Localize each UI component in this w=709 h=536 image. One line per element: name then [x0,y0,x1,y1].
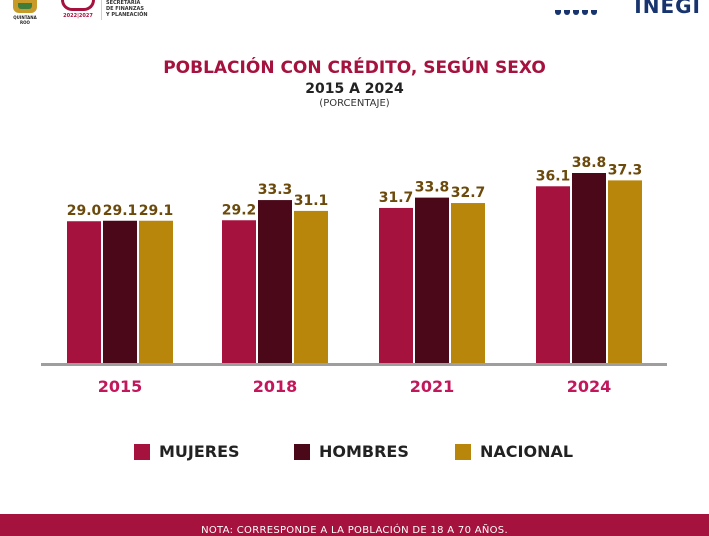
quintana-roo-logo: QUINTANA ROO [10,0,40,25]
bar-hombres-2021 [415,197,449,364]
bar-mujeres-2024 [536,186,570,364]
chart-subtitle: 2015 A 2024 [305,81,404,97]
bar-nacional-2018 [294,210,328,364]
bar-nacional-2021 [451,203,485,364]
category-label-2021: 2021 [410,377,455,396]
inegi-dots-icon [555,0,605,15]
value-label-hombres-2024: 38.8 [572,155,607,171]
legend-swatch-hombres [294,444,310,460]
category-label-2018: 2018 [253,377,298,396]
value-label-mujeres-2015: 29.0 [67,203,102,219]
legend-swatch-mujeres [134,444,150,460]
category-label-2015: 2015 [98,377,143,396]
bar-mujeres-2021 [379,207,413,364]
sefiplan-years: 2022|2027 [63,13,93,19]
footer-band: NOTA: CORRESPONDE A LA POBLACIÓN DE 18 A… [0,514,709,536]
value-label-mujeres-2024: 36.1 [536,168,571,184]
sefiplan-logo: 2022|2027 [55,0,101,22]
value-label-hombres-2018: 33.3 [258,182,293,198]
value-label-nacional-2024: 37.3 [608,162,643,178]
header: QUINTANA ROO 2022|2027 SECRETARÍA DE FIN… [0,0,709,28]
x-axis-baseline [41,363,667,366]
sefiplan-text: SECRETARÍA DE FINANZAS Y PLANEACIÓN [106,0,148,18]
category-label-2024: 2024 [567,377,612,396]
inegi-logo: INEGI [634,0,701,18]
legend-swatch-nacional [455,444,471,460]
value-label-mujeres-2018: 29.2 [222,202,257,218]
bar-hombres-2015 [103,220,137,364]
value-label-hombres-2015: 29.1 [103,203,138,219]
footer-note: NOTA: CORRESPONDE A LA POBLACIÓN DE 18 A… [201,525,508,536]
legend-label-mujeres: MUJERES [159,442,240,461]
value-label-nacional-2015: 29.1 [139,203,174,219]
bar-mujeres-2018 [222,220,256,364]
bar-hombres-2018 [258,200,292,364]
sefiplan-mark-icon [61,0,95,11]
value-label-nacional-2021: 32.7 [451,185,486,201]
value-label-mujeres-2021: 31.7 [379,190,414,206]
bar-hombres-2024 [572,173,606,364]
legend: MUJERES HOMBRES NACIONAL [0,440,709,466]
bar-mujeres-2015 [67,221,101,364]
value-label-hombres-2021: 33.8 [415,180,450,196]
header-divider [101,0,102,20]
bar-nacional-2015 [139,220,173,364]
quintana-roo-caption: QUINTANA ROO [13,15,37,25]
legend-label-hombres: HOMBRES [319,442,409,461]
chart-unit: (PORCENTAJE) [319,98,390,109]
value-label-nacional-2018: 31.1 [294,193,329,209]
legend-label-nacional: NACIONAL [480,442,574,461]
bar-chart: 29.0 29.1 29.1201529.233.331.1201831.733.8… [41,155,667,396]
coat-of-arms-icon [13,0,37,13]
chart-title: POBLACIÓN CON CRÉDITO, SEGÚN SEXO [163,58,546,78]
bar-nacional-2024 [608,180,642,364]
